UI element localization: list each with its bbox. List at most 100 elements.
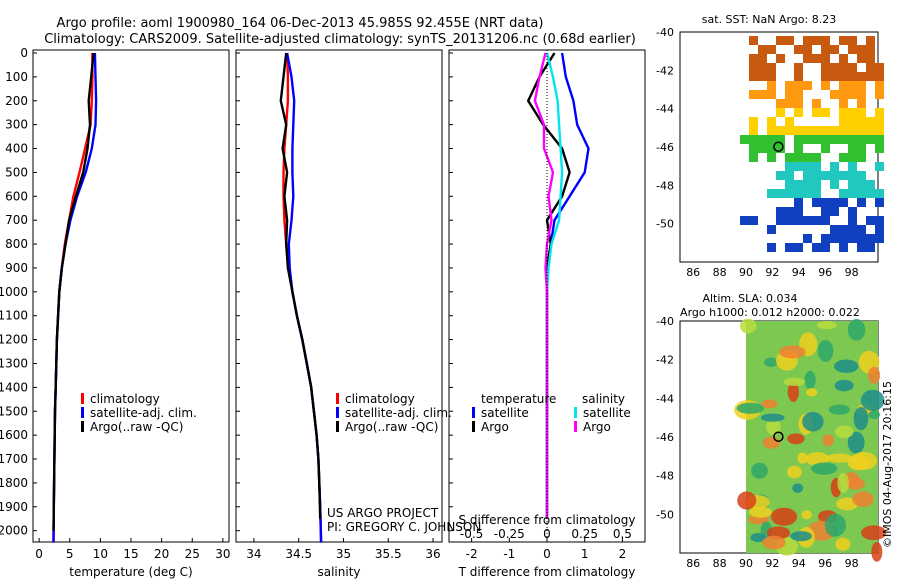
series-line-temperature-satellite bbox=[545, 52, 590, 519]
x-top-tick-label: -0.25 bbox=[494, 527, 525, 541]
sst-cell bbox=[866, 135, 875, 144]
series-line-satellite-adj-clim- bbox=[285, 52, 323, 543]
legend-label-argo: Argo(..raw -QC) bbox=[345, 420, 438, 434]
sla-blob bbox=[787, 381, 799, 403]
sst-cell bbox=[749, 63, 758, 72]
x-top-tick-label: 0.25 bbox=[571, 527, 598, 541]
sla-blob bbox=[806, 388, 818, 397]
depth-tick-label: 2000 bbox=[0, 524, 28, 538]
sla-blob bbox=[797, 452, 808, 464]
salinity-series bbox=[279, 52, 323, 543]
sst-cell bbox=[821, 108, 830, 117]
sst-cell bbox=[830, 171, 839, 180]
sst-cell bbox=[848, 81, 857, 90]
sst-cell bbox=[875, 81, 884, 90]
temperature-xlabel: temperature (deg C) bbox=[69, 565, 192, 579]
depth-tick-label: 1800 bbox=[0, 476, 28, 490]
argo-position-marker bbox=[773, 431, 784, 442]
sst-cell bbox=[767, 225, 776, 234]
sst-cell bbox=[848, 117, 857, 126]
sst-cell bbox=[749, 135, 758, 144]
map-lon-label: 96 bbox=[818, 266, 832, 279]
sst-cell bbox=[839, 108, 848, 117]
salinity-xlabel: salinity bbox=[317, 565, 360, 579]
sst-cell bbox=[767, 45, 776, 54]
sst-cell bbox=[794, 243, 803, 252]
sst-cell bbox=[857, 144, 866, 153]
temperature-panel-frame bbox=[32, 49, 230, 543]
sst-cell bbox=[875, 234, 884, 243]
series-line-salinity-satellite bbox=[545, 52, 564, 519]
sla-blob bbox=[861, 525, 887, 541]
sst-cell bbox=[776, 126, 785, 135]
map-lon-label: 94 bbox=[792, 266, 806, 279]
sst-cell bbox=[776, 216, 785, 225]
sla-blob bbox=[847, 318, 866, 341]
sst-cell bbox=[866, 216, 875, 225]
sst-cell bbox=[848, 162, 857, 171]
sst-cell bbox=[839, 171, 848, 180]
sst-cell bbox=[848, 180, 857, 189]
x-tick-label: 2 bbox=[619, 547, 627, 561]
sst-cell bbox=[803, 171, 812, 180]
sst-cell bbox=[767, 81, 776, 90]
title-line-1: Argo profile: aoml 1900980_164 06-Dec-20… bbox=[57, 16, 544, 31]
sst-cell bbox=[821, 171, 830, 180]
sst-cell bbox=[848, 144, 857, 153]
sst-cell bbox=[848, 90, 857, 99]
sla-blob bbox=[853, 406, 869, 431]
sla-blob bbox=[770, 507, 798, 526]
sla-blob bbox=[822, 434, 834, 447]
x-tick-label: -1 bbox=[503, 547, 515, 561]
sst-cell bbox=[866, 63, 875, 72]
sst-cell bbox=[803, 180, 812, 189]
sla-blob bbox=[868, 410, 880, 420]
sst-cell bbox=[866, 36, 875, 45]
legend-swatch-t-satellite bbox=[472, 407, 475, 418]
sla-blob bbox=[811, 462, 838, 475]
sst-cell bbox=[758, 72, 767, 81]
sst-cell bbox=[821, 207, 830, 216]
sst-cell bbox=[839, 36, 848, 45]
sst-cell bbox=[875, 108, 884, 117]
sst-cell bbox=[803, 54, 812, 63]
sla-blob bbox=[825, 453, 853, 463]
sla-blob bbox=[834, 379, 854, 392]
sla-blob bbox=[766, 419, 781, 436]
sla-blob bbox=[762, 535, 786, 550]
sst-cell bbox=[839, 135, 848, 144]
sst-cell bbox=[758, 90, 767, 99]
temperature-legend: climatology satellite-adj. clim. Argo(..… bbox=[81, 392, 197, 434]
map-lon-label: 86 bbox=[686, 557, 700, 570]
sst-cell bbox=[857, 117, 866, 126]
sst-cell bbox=[794, 162, 803, 171]
map-lat-label: -44 bbox=[656, 103, 674, 116]
s-difference-xlabel: S difference from climatology bbox=[459, 513, 636, 527]
sst-cell bbox=[776, 144, 785, 153]
sla-blob bbox=[736, 402, 764, 414]
sst-cell bbox=[830, 207, 839, 216]
depth-tick-label: 100 bbox=[5, 70, 28, 84]
sst-cell bbox=[857, 171, 866, 180]
sst-cell bbox=[839, 99, 848, 108]
legend-swatch-satellite bbox=[336, 407, 339, 418]
sst-cell bbox=[875, 198, 884, 207]
depth-tick-label: 200 bbox=[5, 94, 28, 108]
sst-cell bbox=[740, 135, 749, 144]
sst-cell bbox=[821, 63, 830, 72]
sst-cell bbox=[785, 243, 794, 252]
x-tick-label: 30 bbox=[215, 547, 230, 561]
sst-cell bbox=[857, 243, 866, 252]
legend-swatch-climatology bbox=[336, 393, 339, 404]
sst-cell bbox=[776, 99, 785, 108]
depth-tick-label: 1700 bbox=[0, 452, 28, 466]
map-lat-label: -42 bbox=[656, 64, 674, 77]
map-lon-label: 90 bbox=[739, 266, 753, 279]
sst-cell bbox=[785, 81, 794, 90]
legend-swatch-satellite bbox=[81, 407, 84, 418]
sla-blob bbox=[801, 510, 813, 520]
sst-cell bbox=[857, 54, 866, 63]
sla-blob bbox=[850, 451, 878, 470]
sla-blob bbox=[787, 433, 805, 445]
sla-map-cells bbox=[734, 318, 887, 562]
